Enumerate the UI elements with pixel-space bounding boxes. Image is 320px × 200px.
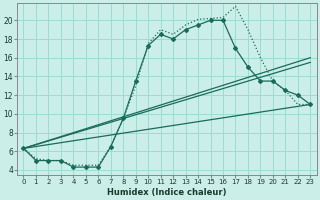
X-axis label: Humidex (Indice chaleur): Humidex (Indice chaleur) [107, 188, 227, 197]
